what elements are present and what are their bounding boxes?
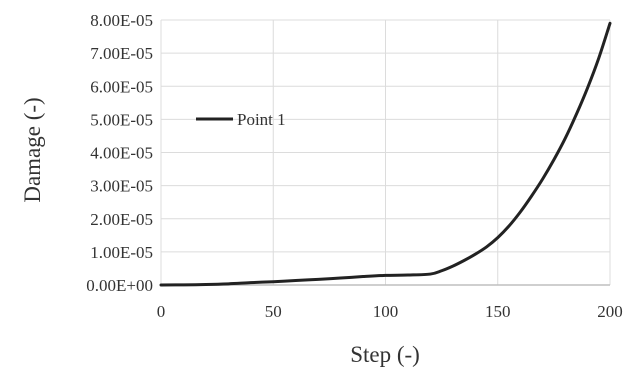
legend-label-point-1: Point 1 (237, 110, 286, 129)
series-layer (159, 21, 612, 287)
y-tick-labels: 0.00E+00 1.00E-05 2.00E-05 3.00E-05 4.00E-05… (86, 11, 153, 295)
x-tick-label: 0 (157, 302, 166, 321)
y-tick-label: 0.00E+00 (86, 276, 153, 295)
x-tick-label: 200 (597, 302, 623, 321)
x-tick-label: 150 (485, 302, 511, 321)
legend: Point 1 (196, 110, 286, 129)
grid (160, 19, 611, 286)
y-tick-label: 7.00E-05 (90, 44, 153, 63)
x-tick-label: 100 (373, 302, 399, 321)
y-axis-title: Damage (-) (20, 97, 45, 202)
y-tick-label: 6.00E-05 (90, 77, 153, 96)
y-tick-label: 4.00E-05 (90, 144, 153, 163)
x-tick-label: 50 (265, 302, 282, 321)
y-tick-label: 5.00E-05 (90, 110, 153, 129)
series-line-point-1 (159, 21, 612, 287)
y-tick-label: 8.00E-05 (90, 11, 153, 30)
y-tick-label: 2.00E-05 (90, 210, 153, 229)
x-axis-title: Step (-) (350, 342, 420, 367)
y-tick-label: 3.00E-05 (90, 177, 153, 196)
y-tick-label: 1.00E-05 (90, 243, 153, 262)
x-tick-labels: 0 50 100 150 200 (157, 302, 623, 321)
